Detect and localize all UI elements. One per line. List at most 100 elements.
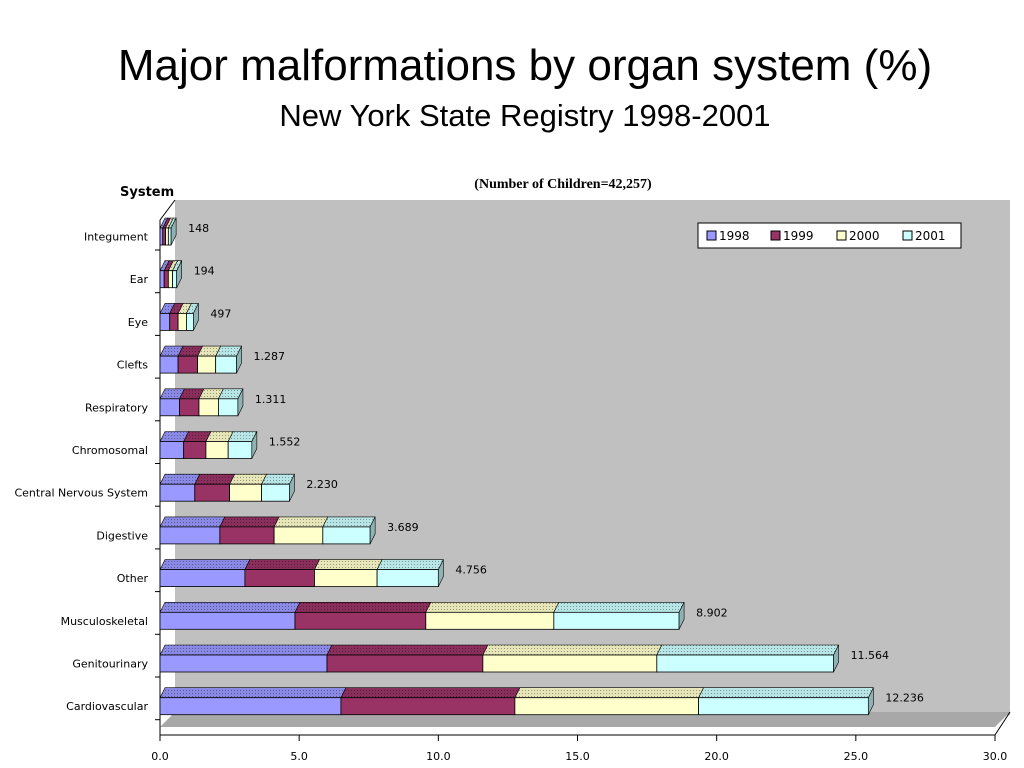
x-tick-label: 15.0: [565, 750, 590, 763]
bar-side-2001: [868, 687, 874, 715]
bar-top-texture-2000: [425, 602, 559, 613]
bar-top-texture-2000: [482, 645, 662, 655]
bar-segment-2001: [186, 312, 194, 331]
category-label: Ear: [130, 273, 149, 286]
total-label: 194: [194, 265, 215, 278]
bar-top-texture-1999: [183, 431, 211, 442]
bar-segment-2000: [197, 355, 217, 374]
bar-top-texture-1998: [160, 687, 346, 698]
bar-side-2001: [833, 644, 839, 673]
legend-swatch-2001: [902, 230, 913, 241]
bar-top-texture-1999: [178, 346, 203, 357]
bar-segment-1998: [159, 227, 164, 246]
bar-segment-1999: [183, 441, 207, 459]
bar-group-integument: 148: [159, 217, 209, 246]
bar-side-2001: [289, 474, 295, 502]
total-label: 148: [188, 222, 209, 235]
bar-segment-1998: [159, 654, 328, 673]
legend-label-2000: 2000: [849, 229, 880, 243]
bar-top-texture-1998: [160, 602, 300, 613]
category-label: Clefts: [117, 359, 148, 372]
category-label: Musculoskeletal: [61, 615, 148, 628]
bar-top-texture-1998: [160, 645, 332, 655]
bar-top-texture-2001: [215, 346, 242, 357]
bar-segment-2001: [698, 697, 869, 716]
bar-segment-2001: [376, 569, 439, 587]
bar-top-texture-2000: [197, 346, 221, 357]
bar-segment-1998: [159, 398, 180, 417]
bar-top-texture-1999: [340, 687, 520, 698]
x-tick-label: 0.0: [151, 750, 169, 763]
slide-title: Major malformations by organ system (%): [117, 41, 933, 90]
bar-group-clefts: 1.287: [159, 345, 286, 374]
category-label: Integument: [84, 231, 149, 244]
bar-segment-1999: [244, 569, 315, 587]
category-label: Respiratory: [85, 401, 149, 414]
legend-swatch-2000: [836, 230, 847, 241]
bar-side-2001: [237, 388, 244, 416]
bar-side-2001: [251, 431, 258, 459]
bar-segment-1999: [194, 483, 230, 502]
bar-group-other: 4.756: [159, 559, 487, 587]
bar-top-texture-1998: [160, 260, 170, 271]
bars-layer: 148 194 497 1.287 1.311 1.552 2.230 3.689 4.756 8…: [159, 217, 924, 716]
bar-top-texture-2000: [514, 687, 704, 698]
bar-top-texture-1998: [160, 431, 189, 442]
legend-label-2001: 2001: [915, 229, 946, 243]
total-label: 1.552: [269, 436, 301, 449]
bar-segment-2000: [167, 270, 173, 289]
bar-top-texture-2001: [186, 303, 199, 314]
bar-top-texture-2001: [322, 516, 376, 527]
category-label: Central Nervous System: [14, 487, 148, 500]
bar-top-texture-2001: [377, 559, 444, 570]
bar-top-texture-1999: [244, 559, 320, 570]
bar-side-2001: [438, 559, 444, 587]
bar-segment-2000: [425, 611, 555, 630]
chart-annotation: (Number of Children=42,257): [474, 177, 652, 192]
bar-side-2001: [193, 303, 199, 331]
total-label: 1.287: [254, 350, 286, 363]
bar-group-chromosomal: 1.552: [159, 431, 301, 459]
legend-label-1999: 1999: [783, 229, 814, 243]
bar-top-texture-1999: [327, 645, 488, 655]
bar-top-texture-1999: [169, 303, 184, 314]
bar-side-2001: [170, 217, 177, 246]
bar-segment-1999: [340, 697, 516, 716]
legend-box: [697, 222, 962, 249]
bar-segment-2001: [227, 441, 253, 459]
bar-top-texture-2001: [656, 645, 839, 655]
x-tick-label: 25.0: [844, 750, 869, 763]
bar-group-digestive: 3.689: [159, 516, 419, 545]
legend-swatch-1999: [770, 230, 781, 241]
plot-wall: [175, 200, 1010, 715]
plot-floor: [160, 712, 1010, 727]
bar-segment-1999: [219, 526, 275, 545]
category-label: Digestive: [96, 529, 148, 542]
bar-top-texture-1999: [179, 388, 204, 399]
bar-segment-1999: [177, 355, 198, 374]
bar-top-texture-2000: [198, 388, 224, 399]
bar-top-texture-1999: [164, 260, 174, 271]
floor-edge: [994, 711, 1011, 736]
category-label: Genitourinary: [72, 658, 148, 671]
bar-segment-1999: [169, 312, 179, 331]
bar-group-eye: 497: [159, 303, 231, 331]
category-label: Chromosomal: [72, 444, 148, 457]
bar-top-texture-2000: [274, 516, 328, 527]
category-label: Other: [117, 572, 149, 585]
bar-segment-1999: [163, 270, 169, 289]
bar-group-musculoskeletal: 8.902: [159, 601, 728, 630]
bar-segment-2001: [167, 227, 172, 246]
slide-subtitle: New York State Registry 1998-2001: [279, 98, 771, 133]
total-label: 8.902: [696, 606, 728, 619]
bar-top-texture-2001: [553, 602, 685, 613]
bar-segment-2001: [215, 355, 237, 374]
bar-top-texture-2000: [314, 559, 383, 570]
bar-group-cardiovascular: 12.236: [159, 687, 924, 716]
bar-side-2001: [176, 260, 182, 288]
bar-top-texture-1998: [160, 474, 200, 485]
bar-segment-1998: [159, 697, 342, 716]
bar-segment-2001: [172, 270, 178, 289]
total-label: 497: [210, 307, 231, 320]
bar-side-2001: [369, 516, 376, 545]
